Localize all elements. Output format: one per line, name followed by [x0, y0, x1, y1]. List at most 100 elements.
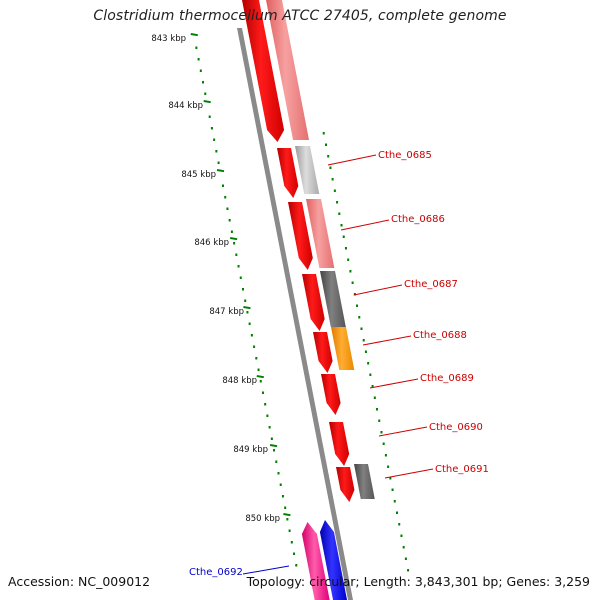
ruler-dot [226, 207, 229, 210]
ruler-dot [208, 115, 211, 118]
ruler-dot [255, 357, 258, 360]
ruler-dot [215, 150, 218, 153]
ruler-dot [382, 442, 385, 445]
ruler-dot [210, 127, 213, 130]
ruler-dot [356, 304, 359, 307]
ruler-dot [268, 426, 271, 429]
ruler-dot [400, 534, 403, 537]
ruler-dot [342, 235, 345, 238]
ruler-dot [197, 58, 200, 61]
gene-label-cthe-0685[interactable]: Cthe_0685 [378, 150, 432, 161]
gene-label-cthe-0690[interactable]: Cthe_0690 [429, 422, 483, 433]
gene-cds-0691a[interactable] [336, 467, 355, 502]
ruler-dot [253, 345, 256, 348]
ruler-dot [246, 311, 249, 314]
ruler-dot [362, 339, 365, 342]
gene-cds-0686b[interactable] [306, 199, 335, 268]
ruler-dot [270, 437, 273, 440]
ruler-dot [286, 518, 289, 521]
ruler-tick [283, 513, 291, 517]
ruler-dot [389, 477, 392, 480]
ruler-dot [217, 161, 220, 164]
ruler-dot [257, 368, 260, 371]
ruler-dot [277, 472, 280, 475]
gene-cds-0692a[interactable] [301, 522, 330, 600]
gene-cds-0686a[interactable] [288, 202, 313, 270]
ruler-dot [331, 178, 334, 181]
ruler-dot [349, 270, 352, 273]
ruler-dot [393, 500, 396, 503]
ruler-dot [395, 511, 398, 514]
ruler-dot [338, 212, 341, 215]
gene-labels: Cthe_0685 Cthe_0686 Cthe_0687 Cthe_0688 … [189, 150, 489, 578]
ruler-dot [404, 557, 407, 560]
ruler-dot [293, 552, 296, 555]
ruler-dot [250, 334, 253, 337]
gene-label-cthe-0687[interactable]: Cthe_0687 [404, 279, 458, 290]
tick-label-849: 849 kbp [233, 445, 268, 455]
gene-cds-843a[interactable] [242, 0, 285, 142]
ruler-dot [336, 201, 339, 204]
leader-line-cthe-0691 [384, 468, 434, 479]
ruler-tick [190, 33, 198, 37]
gene-cds-0687b[interactable] [320, 271, 346, 327]
leader-line-cthe-0685 [327, 154, 377, 166]
gene-cds-0687a[interactable] [302, 274, 325, 331]
ruler-dot [259, 380, 262, 383]
ruler-dot [279, 483, 282, 486]
ruler-dot [367, 362, 370, 365]
gene-cds-0685a[interactable] [277, 148, 299, 198]
ruler-dot [371, 385, 374, 388]
ruler-dot [199, 69, 202, 72]
ruler-dot [224, 196, 227, 199]
gene-label-cthe-0691[interactable]: Cthe_0691 [435, 464, 489, 475]
ruler-dot [290, 541, 293, 544]
ruler-dot [344, 247, 347, 250]
ruler-tick [216, 169, 225, 173]
ruler-dot [384, 454, 387, 457]
gene-cds-843b[interactable] [266, 0, 310, 140]
tick-label-850: 850 kbp [245, 514, 280, 524]
gene-cds-0689[interactable] [321, 374, 341, 415]
genome-backbone [237, 28, 353, 600]
gene-cds-0691b[interactable] [354, 464, 375, 499]
leader-line-cthe-0686 [340, 219, 390, 231]
backbone-line [237, 28, 353, 600]
ruler-tick-labels: 843 kbp 844 kbp 845 kbp 846 kbp 847 kbp … [151, 34, 280, 524]
gene-cds-0688b[interactable] [331, 327, 355, 370]
gene-cds-0685b[interactable] [295, 146, 320, 194]
ruler-tick [243, 306, 251, 310]
ruler-dot [233, 242, 236, 245]
leader-line-cthe-0689 [369, 378, 419, 389]
gene-label-cthe-0688[interactable]: Cthe_0688 [413, 330, 467, 341]
label-leader-lines [242, 154, 434, 575]
ruler-dot [329, 166, 332, 169]
ruler-dot [261, 391, 264, 394]
ruler-dot [202, 81, 205, 84]
ruler-dot [266, 414, 269, 417]
gene-label-cthe-0689[interactable]: Cthe_0689 [420, 373, 474, 384]
tick-label-848: 848 kbp [222, 376, 257, 386]
ruler-dot [322, 132, 325, 135]
ruler-dot [327, 155, 330, 158]
leader-line-cthe-0688 [362, 335, 412, 346]
gene-cds-0688a[interactable] [313, 332, 333, 373]
ruler-dot [235, 253, 238, 256]
gene-features [242, 0, 375, 600]
tick-label-845: 845 kbp [181, 170, 216, 180]
gene-label-cthe-0686[interactable]: Cthe_0686 [391, 214, 445, 225]
gene-cds-0692b[interactable] [319, 520, 348, 600]
ruler-dot [288, 529, 291, 532]
ruler-dot [360, 327, 363, 330]
ruler-dot [333, 189, 336, 192]
gene-cds-0690[interactable] [329, 422, 350, 466]
ruler-dot [213, 138, 216, 141]
ruler-dot [195, 46, 198, 49]
ruler-dot [275, 460, 278, 463]
ruler-dot [402, 546, 405, 549]
ruler-tick [269, 444, 278, 448]
gene-label-cthe-0692[interactable]: Cthe_0692 [189, 567, 243, 578]
ruler-dot [264, 403, 267, 406]
ruler-dot [376, 408, 379, 411]
